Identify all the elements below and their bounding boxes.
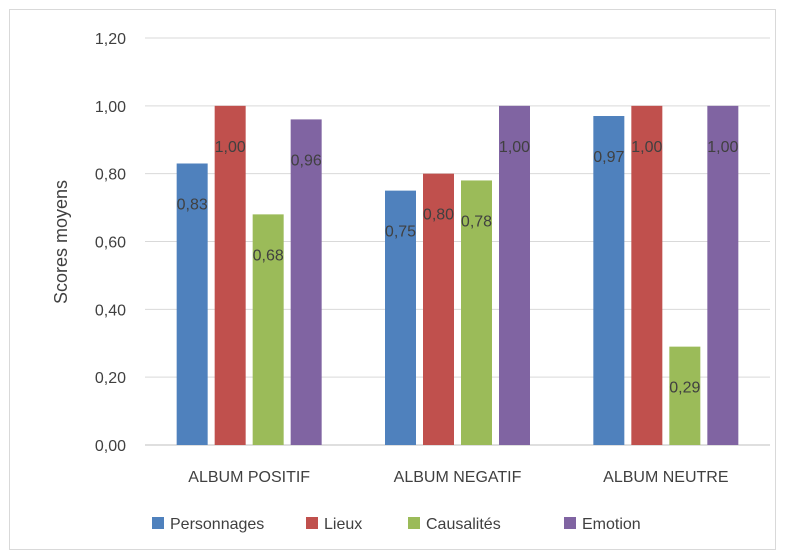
data-label: 0,96 — [291, 152, 322, 169]
data-label: 1,00 — [499, 139, 530, 156]
category-label: ALBUM POSITIF — [188, 469, 310, 486]
data-label: 0,97 — [593, 149, 624, 166]
category-label: ALBUM NEGATIF — [394, 469, 522, 486]
data-label: 0,29 — [669, 380, 700, 397]
legend-label: Causalités — [426, 516, 501, 533]
data-label: 1,00 — [215, 139, 246, 156]
data-label: 1,00 — [631, 139, 662, 156]
y-tick-label: 1,00 — [95, 99, 126, 116]
legend-label: Lieux — [324, 516, 362, 533]
legend-label: Emotion — [582, 516, 641, 533]
bar — [499, 105, 530, 445]
y-axis-title: Scores moyens — [51, 180, 71, 304]
legend: Personnages Lieux Causalités Emotion — [152, 516, 641, 533]
category-label: ALBUM NEUTRE — [603, 469, 728, 486]
bar — [593, 116, 625, 445]
data-label: 0,68 — [253, 247, 284, 264]
bar — [631, 105, 663, 445]
data-label: 0,75 — [385, 224, 416, 241]
legend-swatch — [152, 517, 164, 529]
y-tick-label: 0,60 — [95, 235, 126, 252]
y-tick-label: 0,80 — [95, 167, 126, 184]
bar — [669, 346, 701, 445]
category-labels: ALBUM POSITIF ALBUM NEGATIF ALBUM NEUTRE — [188, 469, 728, 486]
data-labels: 0,83 1,00 0,68 0,96 0,75 0,80 0,78 1,00 0,97 1,00… — [177, 139, 739, 397]
bar — [290, 119, 322, 446]
bars — [176, 105, 739, 446]
legend-swatch — [408, 517, 420, 529]
bar — [707, 105, 739, 445]
data-label: 0,78 — [461, 213, 492, 230]
data-label: 0,83 — [177, 196, 208, 213]
gridlines — [145, 37, 770, 446]
data-label: 1,00 — [707, 139, 738, 156]
legend-swatch — [306, 517, 318, 529]
legend-swatch — [564, 517, 576, 529]
y-tick-label: 0,20 — [95, 370, 126, 387]
legend-label: Personnages — [170, 516, 264, 533]
y-tick-label: 1,20 — [95, 31, 126, 48]
bar — [461, 180, 492, 445]
data-label: 0,80 — [423, 207, 454, 224]
bar — [252, 214, 284, 445]
y-tick-label: 0,00 — [95, 438, 126, 455]
y-tick-label: 0,40 — [95, 302, 126, 319]
bar — [423, 173, 454, 445]
y-tick-labels: 0,00 0,20 0,40 0,60 0,80 1,00 1,20 — [95, 31, 126, 455]
bar — [176, 163, 208, 445]
bar — [214, 105, 246, 445]
bar — [385, 190, 416, 445]
